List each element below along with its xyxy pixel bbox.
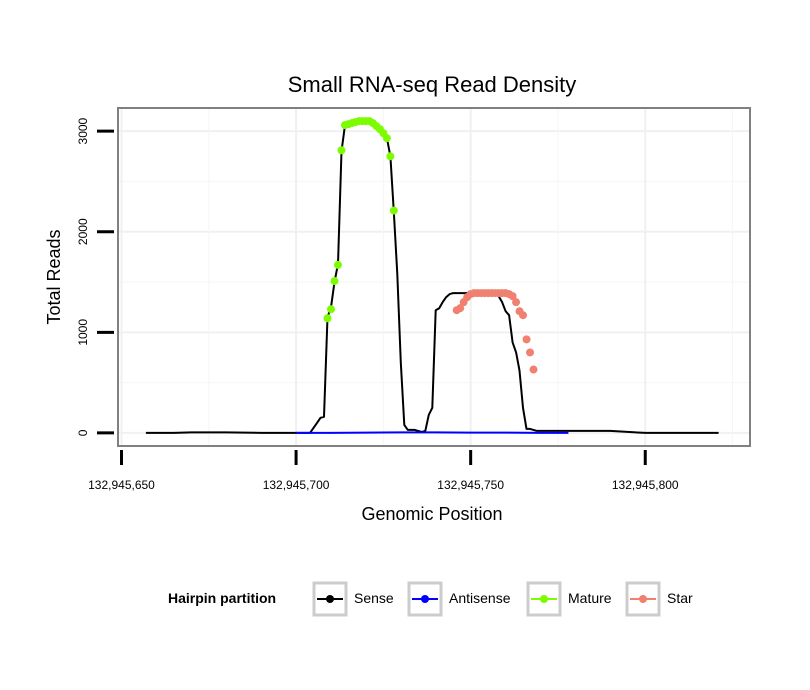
star-point <box>456 304 465 313</box>
star-point <box>529 365 538 374</box>
antisense-line <box>296 431 569 434</box>
x-axis-title: Genomic Position <box>361 504 502 524</box>
mature-point <box>386 152 395 161</box>
legend-key-point <box>540 595 548 603</box>
x-tick-label: 132,945,650 <box>88 478 155 492</box>
legend-label-star: Star <box>667 590 693 606</box>
plot-panel <box>117 107 751 447</box>
mature-point <box>382 134 391 143</box>
legend: Hairpin partition Sense Antisense Mature St… <box>168 581 693 617</box>
legend-key-point <box>639 595 647 603</box>
star-point <box>522 335 531 344</box>
legend-label-mature: Mature <box>568 590 612 606</box>
legend-title: Hairpin partition <box>168 590 276 606</box>
plot-border <box>117 107 751 447</box>
y-tick-label: 0 <box>76 429 90 436</box>
x-axis: 132,945,650 132,945,700 132,945,750 132,945… <box>88 450 679 492</box>
legend-key-point <box>326 595 334 603</box>
mature-point <box>330 277 339 286</box>
mature-point <box>389 206 398 215</box>
legend-item-sense: Sense <box>312 581 394 617</box>
star-point <box>519 311 528 320</box>
y-tick-label: 2000 <box>76 218 90 245</box>
star-point <box>512 298 521 307</box>
legend-item-mature: Mature <box>526 581 612 617</box>
y-axis-title: Total Reads <box>44 229 64 324</box>
legend-item-star: Star <box>625 581 693 617</box>
star-point <box>508 292 517 301</box>
sense-line <box>145 120 719 434</box>
y-tick-label: 3000 <box>76 117 90 144</box>
grid-lines <box>118 108 750 446</box>
plot-background <box>118 108 750 446</box>
chart-title: Small RNA-seq Read Density <box>288 72 577 97</box>
mature-point <box>333 260 342 269</box>
x-tick-label: 132,945,750 <box>437 478 504 492</box>
mature-point <box>326 305 335 314</box>
mature-point <box>323 314 332 323</box>
mature-point <box>337 146 346 155</box>
star-point <box>526 348 535 357</box>
legend-key-point <box>421 595 429 603</box>
y-tick-label: 1000 <box>76 319 90 346</box>
x-tick-label: 132,945,800 <box>612 478 679 492</box>
legend-label-antisense: Antisense <box>449 590 511 606</box>
series-layer <box>145 117 719 434</box>
x-tick-label: 132,945,700 <box>263 478 330 492</box>
y-axis: 0 1000 2000 3000 <box>76 117 114 436</box>
legend-item-antisense: Antisense <box>407 581 511 617</box>
legend-label-sense: Sense <box>354 590 394 606</box>
